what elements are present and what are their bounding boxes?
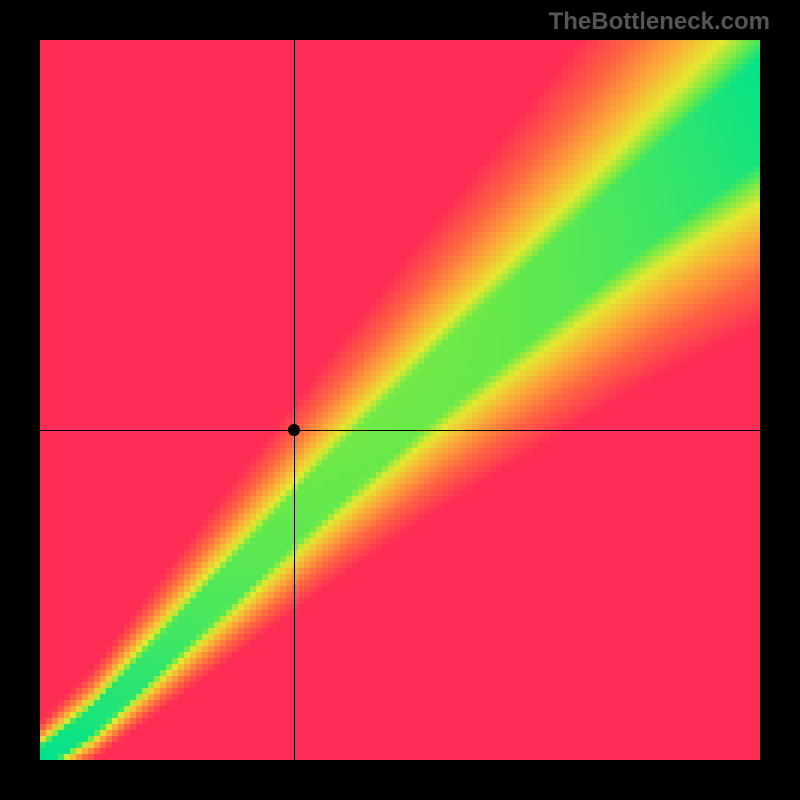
- crosshair-dot: [288, 424, 300, 436]
- heatmap-canvas: [40, 40, 760, 760]
- watermark-text: TheBottleneck.com: [549, 8, 770, 36]
- bottleneck-heatmap: [40, 40, 760, 760]
- crosshair-vertical: [294, 40, 295, 760]
- crosshair-horizontal: [40, 430, 760, 431]
